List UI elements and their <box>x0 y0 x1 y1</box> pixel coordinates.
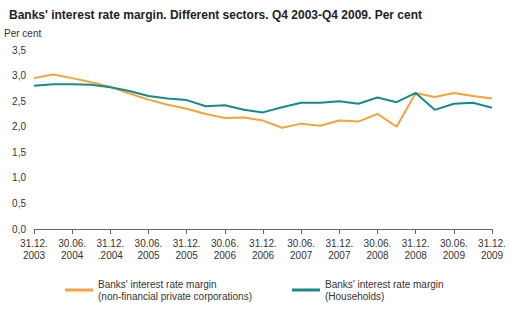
svg-text:31.12.: 31.12. <box>249 238 277 249</box>
svg-text:30.06.: 30.06. <box>135 238 163 249</box>
svg-text:2008: 2008 <box>405 250 428 261</box>
svg-text:31.12.: 31.12. <box>325 238 353 249</box>
svg-text:31.12.: 31.12. <box>173 238 201 249</box>
svg-text:31.12.: 31.12. <box>402 238 430 249</box>
svg-text:0,5: 0,5 <box>12 198 26 209</box>
svg-text:30.06.: 30.06. <box>364 238 392 249</box>
svg-text:Banks' interest rate margin: Banks' interest rate margin <box>98 279 217 290</box>
svg-text:30.06.: 30.06. <box>440 238 468 249</box>
svg-text:30.06.: 30.06. <box>287 238 315 249</box>
svg-text:1,5: 1,5 <box>12 147 26 158</box>
svg-text:Per cent: Per cent <box>4 28 41 39</box>
svg-text:2008: 2008 <box>366 250 389 261</box>
svg-text:2006: 2006 <box>252 250 275 261</box>
svg-text:Banks' interest rate margin: Banks' interest rate margin <box>325 279 444 290</box>
svg-text:2003: 2003 <box>23 250 46 261</box>
svg-text:2009: 2009 <box>443 250 466 261</box>
svg-text:2009: 2009 <box>481 250 504 261</box>
svg-text:31.12.: 31.12. <box>20 238 48 249</box>
svg-text:2007: 2007 <box>328 250 351 261</box>
svg-text:2005: 2005 <box>137 250 160 261</box>
svg-text:31.12.: 31.12. <box>478 238 506 249</box>
svg-text:.2004: .2004 <box>98 250 123 261</box>
svg-text:0,0: 0,0 <box>12 224 26 235</box>
svg-text:30.06.: 30.06. <box>58 238 86 249</box>
svg-text:2007: 2007 <box>290 250 313 261</box>
svg-text:Banks' interest rate margin. D: Banks' interest rate margin. Different s… <box>9 8 422 22</box>
svg-text:(Households): (Households) <box>325 291 384 302</box>
svg-text:2,5: 2,5 <box>12 96 26 107</box>
svg-text:3,5: 3,5 <box>12 45 26 56</box>
svg-text:2,0: 2,0 <box>12 121 26 132</box>
svg-text:2005: 2005 <box>176 250 199 261</box>
svg-text:30.06.: 30.06. <box>211 238 239 249</box>
svg-text:31.12.: 31.12. <box>96 238 124 249</box>
svg-text:2006: 2006 <box>214 250 237 261</box>
svg-text:(non-financial private corpora: (non-financial private corporations) <box>98 291 252 302</box>
svg-text:3,0: 3,0 <box>12 70 26 81</box>
svg-text:2004: 2004 <box>61 250 84 261</box>
svg-text:1,0: 1,0 <box>12 172 26 183</box>
